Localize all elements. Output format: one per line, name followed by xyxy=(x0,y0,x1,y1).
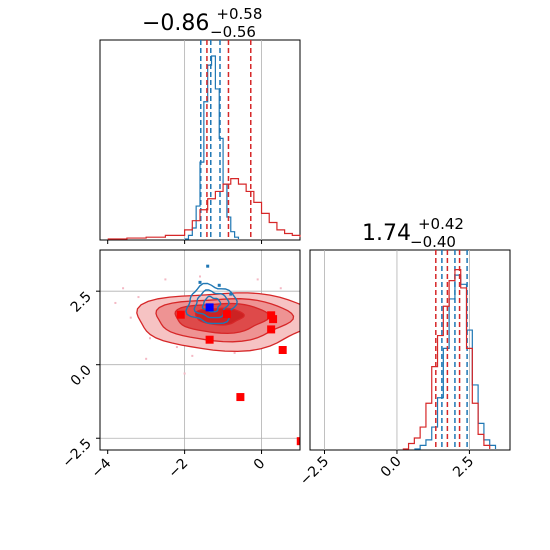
title-sub: −0.40 xyxy=(410,233,456,251)
panel-hist-y-title: 1.74 +0.42 −0.40 xyxy=(362,210,471,251)
sample-point xyxy=(149,337,151,340)
density-contour-blue xyxy=(193,289,230,319)
sample-point xyxy=(233,351,236,354)
panel-hist-y-grid xyxy=(324,250,470,450)
panel-hist-y-ticks: −2.5 0.0 2.5 xyxy=(297,450,477,489)
panel-corner-grid xyxy=(100,250,300,450)
marker-red-square xyxy=(222,310,231,319)
marker-red-square xyxy=(269,315,278,324)
panel-hist-x-title: −0.86 +0.58 −0.56 xyxy=(142,0,269,41)
y-tick-label: −2.5 xyxy=(59,436,94,471)
panel-hist-y-frame xyxy=(309,249,511,451)
y-tick-label: 0.0 xyxy=(68,362,95,389)
x-tick-label: −2.5 xyxy=(297,454,332,489)
marker-red-square xyxy=(205,335,214,344)
x-tick-label: 0 xyxy=(251,456,269,474)
sample-point-blue xyxy=(206,264,210,268)
panel-hist-x-ticks xyxy=(107,240,263,244)
marker-blue-square xyxy=(205,303,214,312)
y-tick-label: 2.5 xyxy=(68,289,95,316)
panel-corner-frame-bg xyxy=(100,250,300,450)
panel-hist-x-series xyxy=(107,40,301,240)
panel-corner-frame xyxy=(99,249,301,451)
panel-hist-y: −2.5 0.0 2.5 1.74 +0.42 −0.40 xyxy=(297,210,511,489)
sample-point-blue xyxy=(198,280,202,284)
sample-point xyxy=(114,301,117,304)
panel-hist-x: −0.86 +0.58 −0.56 xyxy=(99,0,301,244)
title-main: −0.86 xyxy=(142,11,209,36)
title-sup: +0.58 xyxy=(216,5,262,23)
marker-red-square xyxy=(267,325,276,334)
title-sub: −0.56 xyxy=(210,23,256,41)
sample-point xyxy=(199,275,201,278)
panel-hist-y-series xyxy=(402,250,497,450)
sample-point xyxy=(145,357,148,360)
histogram-step-line xyxy=(107,178,301,240)
sample-point xyxy=(137,296,140,299)
sample-point xyxy=(279,287,282,290)
x-tick-label: 0.0 xyxy=(378,454,405,481)
marker-red-square xyxy=(278,346,287,354)
histogram-step-line xyxy=(402,269,491,450)
panel-hist-x-frame xyxy=(99,39,301,241)
sample-point xyxy=(183,372,186,375)
marker-red-square xyxy=(236,393,245,402)
sample-point xyxy=(122,287,125,290)
marker-red-square xyxy=(296,437,300,446)
title-sup: +0.42 xyxy=(418,215,464,233)
panel-corner-content xyxy=(114,264,300,446)
sample-point xyxy=(175,346,178,349)
x-tick-label: 2.5 xyxy=(450,454,477,481)
x-tick-label: −2 xyxy=(166,456,192,482)
histogram-step-line xyxy=(184,55,240,240)
density-contour-blue xyxy=(185,282,238,325)
sample-point xyxy=(164,278,167,281)
sample-point-blue xyxy=(217,283,221,287)
panel-corner-2d: −4 −2 0 −2.5 0.0 2.5 xyxy=(59,249,301,482)
title-main: 1.74 xyxy=(362,221,411,246)
marker-red-square xyxy=(176,310,185,319)
sample-point xyxy=(191,354,194,357)
density-contour-blue xyxy=(201,295,222,313)
sample-point-blue xyxy=(229,292,233,296)
x-tick-label: −4 xyxy=(89,455,115,481)
sample-point xyxy=(256,278,259,281)
sample-point xyxy=(129,316,132,319)
